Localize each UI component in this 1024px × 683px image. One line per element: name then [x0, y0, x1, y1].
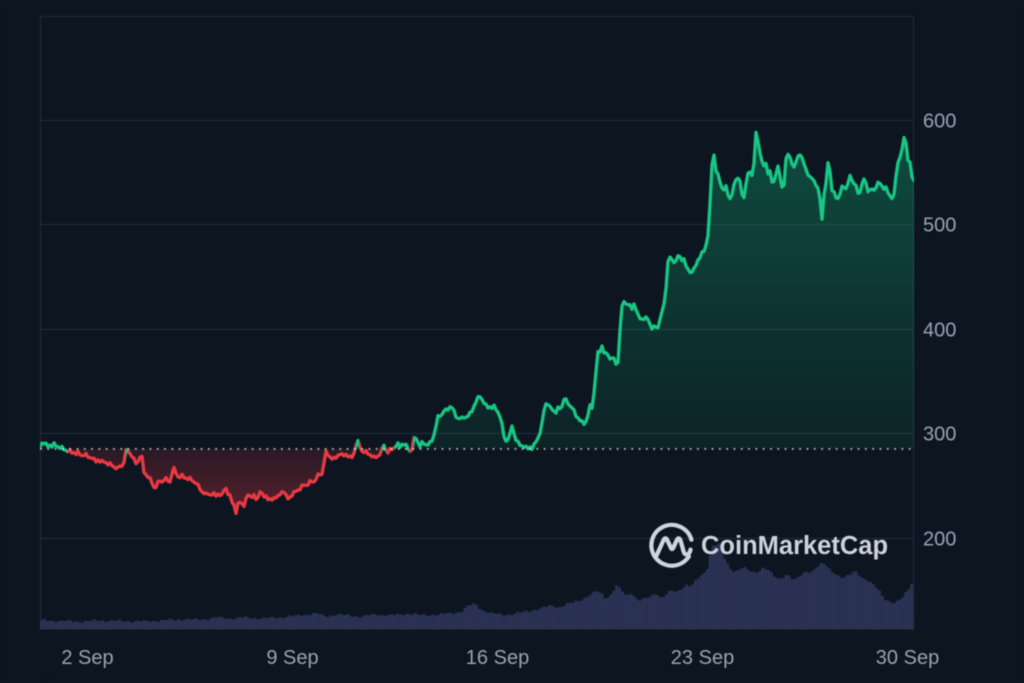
svg-text:CoinMarketCap: CoinMarketCap — [701, 532, 888, 560]
svg-text:16 Sep: 16 Sep — [466, 647, 529, 669]
svg-text:400: 400 — [923, 320, 956, 342]
svg-text:2: 2 — [40, 664, 52, 683]
svg-text:600: 600 — [923, 111, 956, 133]
svg-text:200: 200 — [923, 529, 956, 551]
svg-text:23 Sep: 23 Sep — [671, 647, 734, 669]
svg-text:300: 300 — [923, 424, 956, 446]
svg-text:30 Sep: 30 Sep — [876, 647, 939, 669]
svg-text:9 Sep: 9 Sep — [266, 647, 318, 669]
svg-text:500: 500 — [923, 215, 956, 237]
svg-text:2 Sep: 2 Sep — [61, 647, 113, 669]
